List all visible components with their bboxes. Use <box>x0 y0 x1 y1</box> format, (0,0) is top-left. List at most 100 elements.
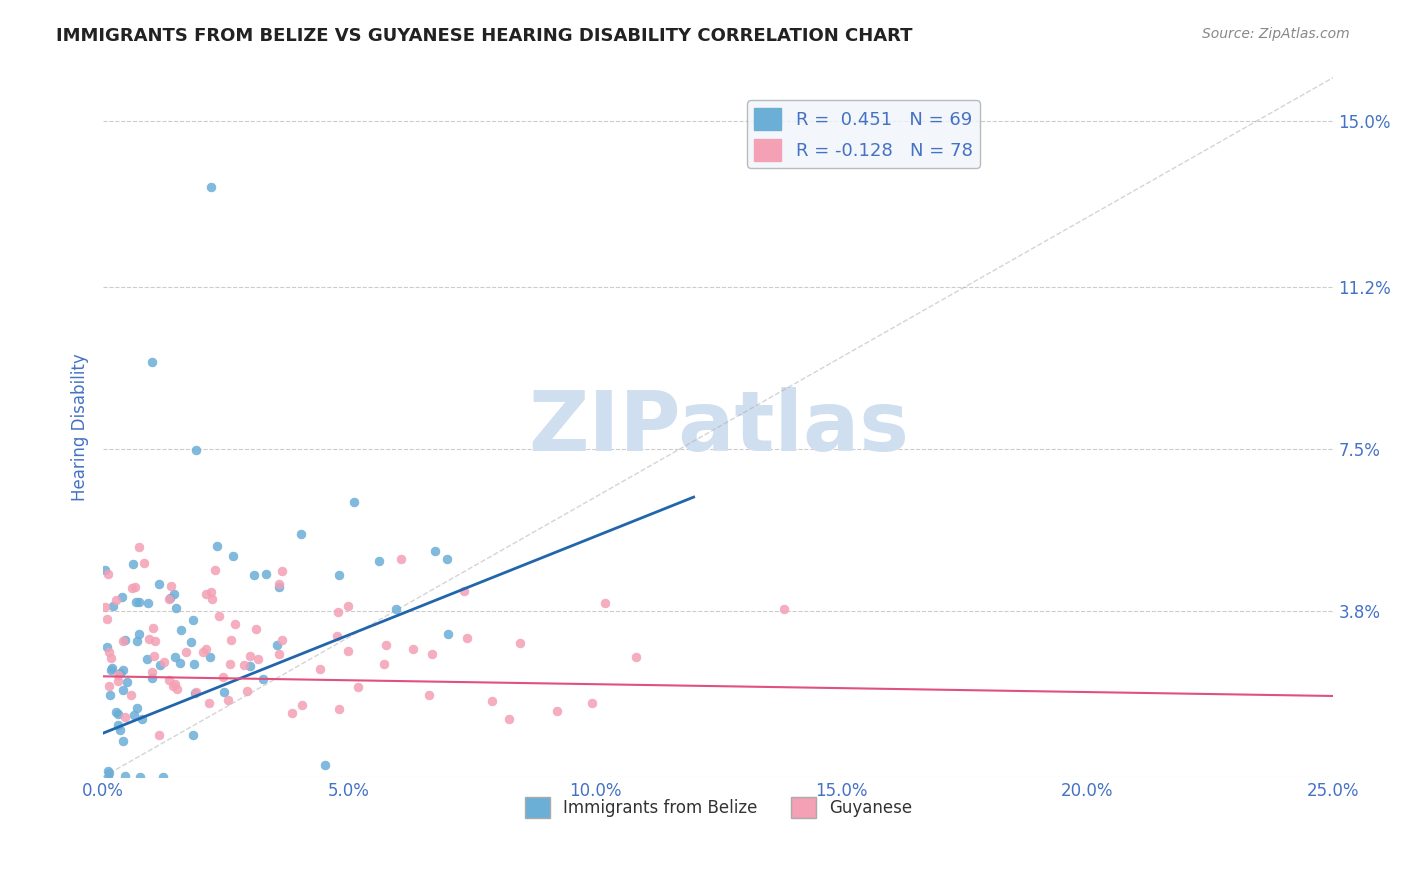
Immigrants from Belize <box>97 770 120 784</box>
Immigrants from Belize <box>97 764 120 778</box>
Guyanese <box>193 645 215 659</box>
Text: IMMIGRANTS FROM BELIZE VS GUYANESE HEARING DISABILITY CORRELATION CHART: IMMIGRANTS FROM BELIZE VS GUYANESE HEARI… <box>56 27 912 45</box>
Immigrants from Belize <box>136 596 159 610</box>
Immigrants from Belize <box>181 728 204 742</box>
Guyanese <box>247 652 270 666</box>
Immigrants from Belize <box>159 591 181 605</box>
Immigrants from Belize <box>436 552 458 566</box>
Immigrants from Belize <box>94 563 117 577</box>
Guyanese <box>509 635 531 649</box>
Guyanese <box>546 704 568 718</box>
Immigrants from Belize <box>368 554 391 568</box>
Text: Source: ZipAtlas.com: Source: ZipAtlas.com <box>1202 27 1350 41</box>
Guyanese <box>157 673 180 687</box>
Guyanese <box>326 605 349 619</box>
Immigrants from Belize <box>343 495 366 509</box>
Immigrants from Belize <box>107 707 129 722</box>
Guyanese <box>142 621 165 635</box>
Guyanese <box>184 684 207 698</box>
Guyanese <box>121 581 143 595</box>
Legend: Immigrants from Belize, Guyanese: Immigrants from Belize, Guyanese <box>517 791 918 824</box>
Guyanese <box>166 682 188 697</box>
Guyanese <box>281 706 304 720</box>
Guyanese <box>107 673 129 688</box>
Y-axis label: Hearing Disability: Hearing Disability <box>72 353 89 501</box>
Immigrants from Belize <box>214 685 236 699</box>
Immigrants from Belize <box>243 567 266 582</box>
Immigrants from Belize <box>149 658 172 673</box>
Immigrants from Belize <box>107 718 129 732</box>
Guyanese <box>97 645 120 659</box>
Guyanese <box>128 541 150 555</box>
Immigrants from Belize <box>170 623 193 637</box>
Immigrants from Belize <box>181 613 204 627</box>
Guyanese <box>204 563 226 577</box>
Guyanese <box>120 688 142 702</box>
Guyanese <box>498 712 520 726</box>
Guyanese <box>143 649 166 664</box>
Immigrants from Belize <box>127 701 149 715</box>
Immigrants from Belize <box>183 657 205 671</box>
Immigrants from Belize <box>124 595 146 609</box>
Guyanese <box>212 670 235 684</box>
Guyanese <box>141 665 163 680</box>
Guyanese <box>138 632 160 646</box>
Guyanese <box>194 587 217 601</box>
Guyanese <box>200 585 222 599</box>
Immigrants from Belize <box>128 627 150 641</box>
Guyanese <box>309 662 332 676</box>
Immigrants from Belize <box>96 640 118 655</box>
Immigrants from Belize <box>290 526 312 541</box>
Guyanese <box>239 649 262 664</box>
Immigrants from Belize <box>385 602 408 616</box>
Guyanese <box>337 599 360 613</box>
Immigrants from Belize <box>184 685 207 699</box>
Guyanese <box>418 689 440 703</box>
Guyanese <box>174 645 197 659</box>
Immigrants from Belize <box>163 587 186 601</box>
Guyanese <box>97 567 120 582</box>
Guyanese <box>107 667 129 681</box>
Guyanese <box>373 657 395 672</box>
Immigrants from Belize <box>128 770 150 784</box>
Immigrants from Belize <box>111 734 134 748</box>
Immigrants from Belize <box>101 661 124 675</box>
Guyanese <box>134 556 156 570</box>
Guyanese <box>207 609 229 624</box>
Guyanese <box>271 564 294 578</box>
Guyanese <box>347 680 370 694</box>
Immigrants from Belize <box>205 539 228 553</box>
Immigrants from Belize <box>437 627 460 641</box>
Immigrants from Belize <box>108 666 131 681</box>
Guyanese <box>198 697 221 711</box>
Immigrants from Belize <box>239 659 262 673</box>
Immigrants from Belize <box>423 544 446 558</box>
Immigrants from Belize <box>180 634 202 648</box>
Immigrants from Belize <box>267 580 290 594</box>
Guyanese <box>112 634 135 648</box>
Guyanese <box>581 696 603 710</box>
Immigrants from Belize <box>169 657 191 671</box>
Immigrants from Belize <box>121 558 143 572</box>
Immigrants from Belize <box>222 549 245 564</box>
Guyanese <box>195 641 218 656</box>
Guyanese <box>114 710 136 724</box>
Guyanese <box>626 650 648 665</box>
Immigrants from Belize <box>125 633 148 648</box>
Immigrants from Belize <box>98 766 121 780</box>
Guyanese <box>162 680 184 694</box>
Guyanese <box>160 579 183 593</box>
Immigrants from Belize <box>328 568 350 582</box>
Guyanese <box>224 616 246 631</box>
Guyanese <box>453 584 475 599</box>
Guyanese <box>267 577 290 591</box>
Immigrants from Belize <box>165 601 187 615</box>
Immigrants from Belize <box>103 599 125 614</box>
Immigrants from Belize <box>186 443 208 458</box>
Guyanese <box>245 622 267 636</box>
Immigrants from Belize <box>131 712 153 726</box>
Guyanese <box>217 693 239 707</box>
Immigrants from Belize <box>314 758 336 772</box>
Guyanese <box>233 657 256 672</box>
Immigrants from Belize <box>124 707 146 722</box>
